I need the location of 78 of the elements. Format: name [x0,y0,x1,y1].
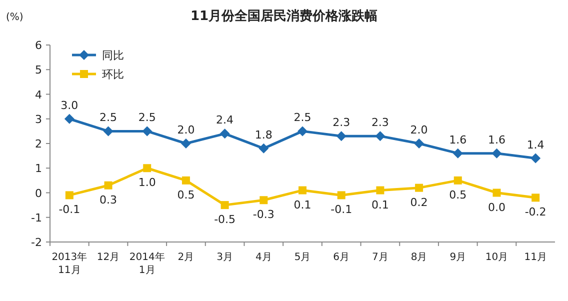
data-label: 2.5 [294,111,312,124]
x-tick-label: 7月 [372,252,388,263]
y-tick-label: 3 [35,112,42,126]
data-label: 0.1 [371,198,389,212]
x-tick-label: 4月 [255,252,272,263]
point [143,164,152,172]
point [258,143,269,154]
data-label: -0.5 [214,213,236,226]
data-label: 1.6 [449,133,467,146]
point [414,138,424,148]
data-label: 0.3 [100,193,118,206]
x-tick-label: 9月 [450,252,466,263]
data-label: 1.0 [138,176,156,190]
point [336,131,346,142]
x-tick-label: 11月 [524,252,547,263]
y-tick-label: 2 [35,138,42,150]
data-label: 1.6 [488,133,506,146]
data-label: 2.3 [332,116,350,130]
data-label: 1.4 [526,138,544,152]
y-tick-label: 6 [35,39,42,52]
data-label: -0.2 [524,206,546,219]
data-label: 0.5 [177,188,195,202]
y-tick-label: 5 [35,64,42,77]
data-label: 2.5 [100,111,118,124]
data-label: 3.0 [60,98,78,112]
point [65,191,74,200]
data-label: 2.0 [410,124,428,136]
point [182,176,190,184]
point [104,181,112,190]
y-tick-label: 4 [35,88,42,102]
y-axis-title: (%) [6,12,24,23]
y-tick-label: 1 [35,162,42,176]
data-label: 1.8 [254,128,272,142]
data-label: -0.1 [58,203,80,216]
point [298,126,308,136]
data-label: -0.3 [252,208,274,222]
x-tick-label: 8月 [410,252,428,263]
x-tick-label: 2014年 1月 [129,251,165,276]
point [337,191,346,200]
point [454,176,462,184]
point [220,201,229,210]
point [298,186,306,194]
point [415,184,424,192]
chart-title: 11月份全国居民消费价格涨跌幅 [190,9,378,24]
point [180,138,191,148]
data-label: 0.5 [449,188,467,202]
point [452,148,463,158]
point [103,126,114,136]
data-label: -0.1 [330,203,352,216]
data-label: 0.0 [488,200,506,214]
data-label: 2.5 [138,111,156,124]
x-tick-label: 3月 [216,252,233,263]
point [530,153,541,164]
data-label: 2.0 [177,124,195,136]
point [220,128,230,139]
data-label: 0.2 [410,196,428,209]
legend-label: 同比 [102,49,124,62]
x-tick-label: 10月 [485,252,508,263]
x-tick-label: 2013年 11月 [52,251,88,276]
data-label: 0.1 [294,198,312,212]
data-label: 2.3 [371,116,389,130]
point [64,114,74,124]
point [532,194,540,202]
y-tick-label: -1 [31,211,42,224]
legend-label: 环比 [102,68,124,81]
data-label: 2.4 [216,114,234,127]
point [492,148,502,158]
y-tick-label: 0 [35,186,42,200]
point [492,188,501,197]
x-tick-label: 6月 [333,252,350,263]
point [375,131,386,142]
x-tick-label: 12月 [96,252,120,263]
y-tick-label: -2 [31,236,42,249]
x-tick-label: 2月 [178,252,194,263]
point [142,126,152,136]
point [376,186,384,194]
x-tick-label: 5月 [294,252,311,263]
point [260,196,268,204]
